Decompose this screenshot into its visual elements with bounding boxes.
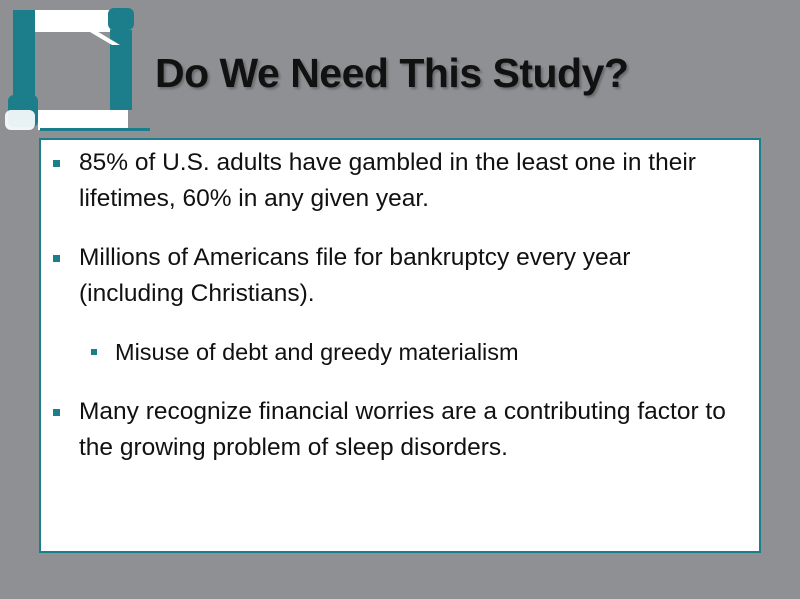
sub-bullet-item: Misuse of debt and greedy materialism (115, 334, 519, 370)
bullet-icon (53, 409, 60, 416)
bullet-line: the growing problem of sleep disorders. (79, 434, 508, 461)
bullet-item: 85% of U.S. adults have gambled in the l… (79, 145, 696, 217)
sub-bullet-icon (91, 349, 97, 355)
bullet-icon (53, 160, 60, 167)
bullet-line: Many recognize financial worries are a c… (79, 398, 726, 425)
bullet-item: Millions of Americans file for bankruptc… (79, 240, 630, 312)
slide-title: Do We Need This Study? (155, 50, 629, 96)
bullet-line: (including Christians). (79, 280, 315, 307)
bullet-line: lifetimes, 60% in any given year. (79, 185, 429, 212)
bullet-line: Millions of Americans file for bankruptc… (79, 244, 631, 271)
hands-logo-icon (5, 8, 150, 131)
content-box: 85% of U.S. adults have gambled in the l… (39, 138, 761, 553)
bullet-icon (53, 255, 60, 262)
bullet-line: 85% of U.S. adults have gambled in the l… (79, 149, 696, 176)
bullet-item: Many recognize financial worries are a c… (79, 394, 726, 466)
bullet-line: Misuse of debt and greedy materialism (115, 339, 519, 365)
